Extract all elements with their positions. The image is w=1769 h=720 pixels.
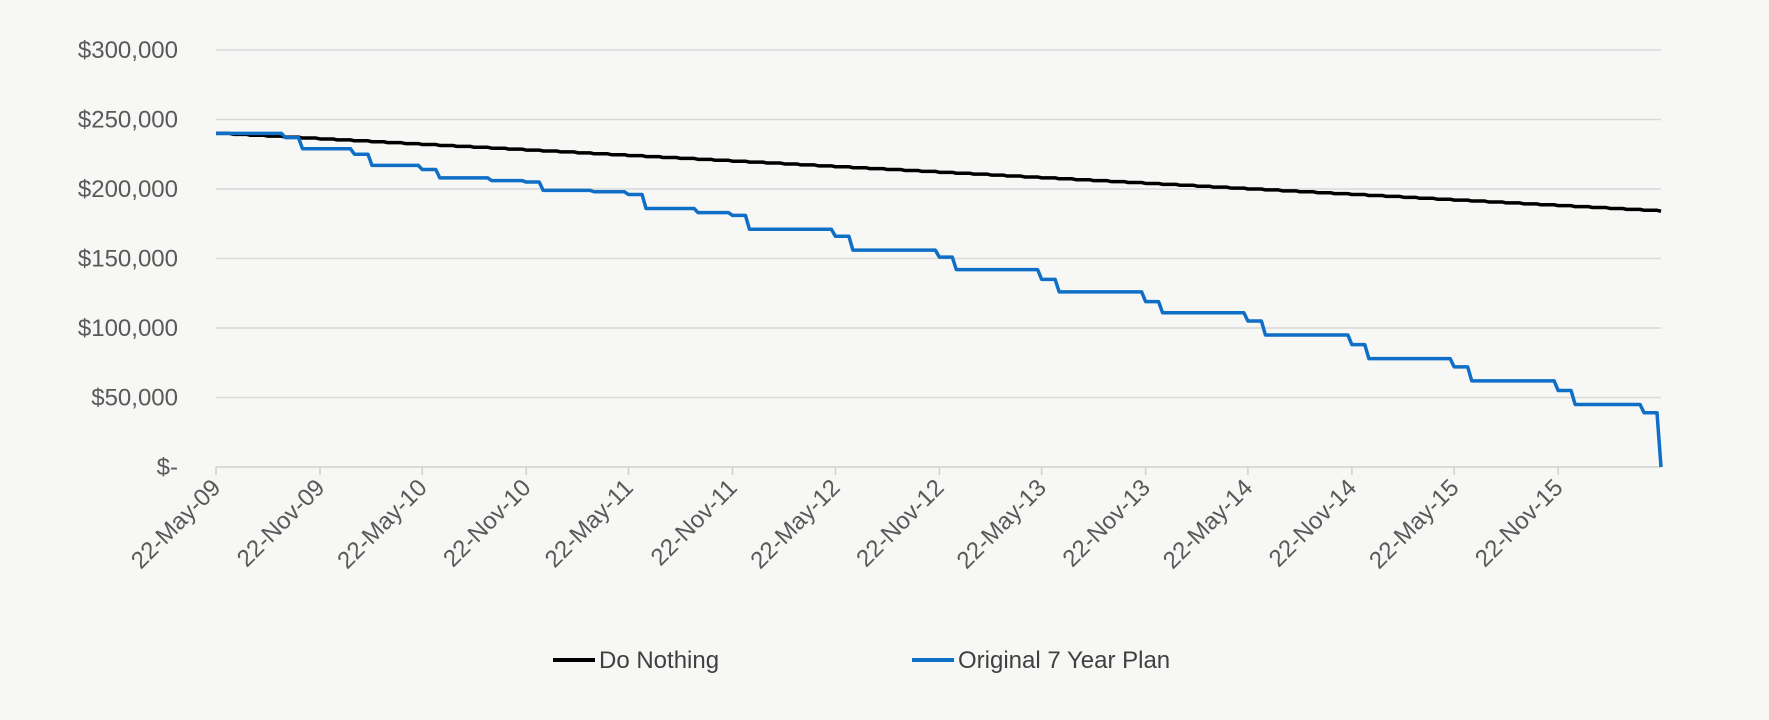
y-axis-tick-labels: $- $50,000 $100,000 $150,000 $200,000 $250,00…: [78, 37, 178, 481]
series-line-original-7-year-plan: [216, 131, 1663, 468]
x-tick-label: 22-Nov-11: [646, 474, 743, 571]
y-tick-label: $300,000: [78, 37, 178, 64]
legend-label-do-nothing: Do Nothing: [599, 647, 719, 674]
x-tick-label: 22-Nov-10: [438, 474, 536, 572]
series-line-do-nothing: [216, 131, 1662, 213]
x-tick-label: 22-Nov-14: [1264, 474, 1362, 572]
x-tick-label: 22-Nov-15: [1470, 474, 1568, 572]
x-tick-label: 22-May-12: [745, 474, 845, 574]
gridlines: [216, 49, 1661, 399]
x-tick-label: 22-Nov-09: [232, 474, 330, 572]
x-tick-label: 22-May-15: [1364, 474, 1464, 574]
legend: Do Nothing Original 7 Year Plan: [553, 647, 1170, 674]
x-tick-label: 22-May-14: [1158, 474, 1258, 574]
x-tick-label: 22-May-13: [952, 474, 1052, 574]
legend-label-original-7-year-plan: Original 7 Year Plan: [958, 647, 1170, 674]
x-tick-label: 22-Nov-13: [1058, 474, 1156, 572]
y-tick-label: $50,000: [91, 385, 178, 412]
y-tick-label: $200,000: [78, 176, 178, 203]
x-tick-label: 22-May-11: [540, 474, 639, 573]
x-tick-label: 22-May-09: [126, 474, 226, 574]
x-axis: 22-May-09 22-Nov-09 22-May-10 22-Nov-10 22-M…: [126, 466, 1661, 574]
legend-item-original-7-year-plan: Original 7 Year Plan: [912, 647, 1170, 674]
y-tick-label: $100,000: [78, 315, 178, 342]
x-tick-label: 22-Nov-12: [851, 474, 949, 572]
legend-item-do-nothing: Do Nothing: [553, 647, 719, 674]
y-tick-label: $150,000: [78, 246, 178, 273]
series-lines: [216, 131, 1663, 468]
x-tick-label: 22-May-10: [332, 474, 432, 574]
y-tick-label: $-: [157, 454, 178, 481]
y-tick-label: $250,000: [78, 107, 178, 134]
